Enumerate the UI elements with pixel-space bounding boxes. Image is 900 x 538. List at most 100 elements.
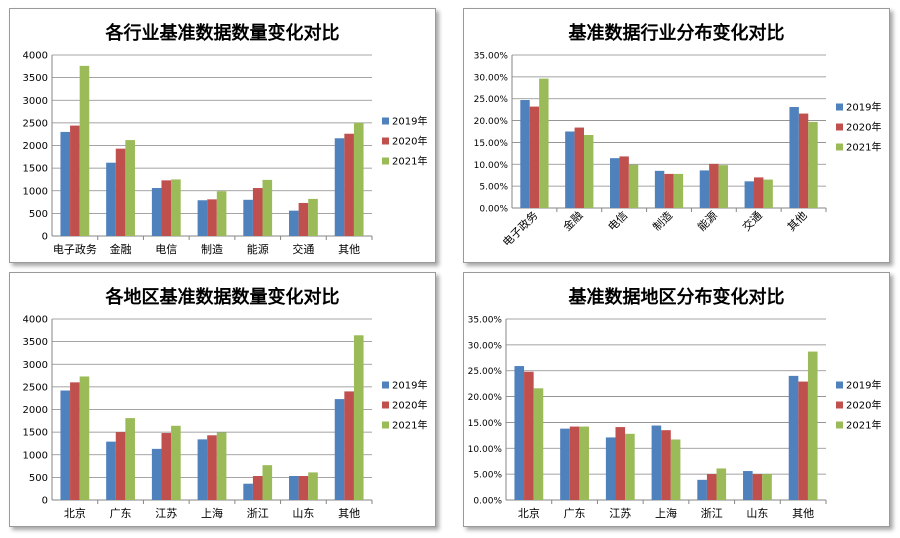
bar-2020年-山东 xyxy=(752,474,763,500)
y-tick-label: 0.00% xyxy=(479,205,508,215)
y-tick-label: 30.00% xyxy=(468,341,503,351)
bar-2020年-山东 xyxy=(298,476,309,500)
bar-2021年-电子政务 xyxy=(79,65,90,236)
x-tick-label: 上海 xyxy=(201,506,223,520)
legend-swatch xyxy=(836,381,843,389)
y-tick-label: 0.00% xyxy=(473,497,502,507)
legend-swatch xyxy=(836,421,843,429)
bar-2019年-浙江 xyxy=(697,479,707,500)
bar-2020年-电子政务 xyxy=(70,125,80,236)
y-tick-label: 2500 xyxy=(23,118,48,129)
y-tick-label: 4000 xyxy=(23,51,48,62)
x-tick-label: 浙江 xyxy=(247,507,269,520)
y-tick-label: 0 xyxy=(42,232,48,243)
bar-2019年-山东 xyxy=(289,476,299,500)
bar-2019年-能源 xyxy=(699,170,710,208)
bar-2021年-江苏 xyxy=(625,433,635,500)
bar-2020年-能源 xyxy=(252,188,263,236)
bar-2020年-交通 xyxy=(298,202,309,236)
y-tick-label: 5.00% xyxy=(479,183,508,193)
legend-swatch xyxy=(382,421,389,429)
bar-2020年-北京 xyxy=(70,382,80,500)
chart-panel-industry-count: 各行业基准数据数量变化对比 0 500 1000 1500 2000 2500 3000 35… xyxy=(9,8,436,263)
x-tick-label: 交通 xyxy=(739,208,764,233)
bar-2021年-江苏 xyxy=(171,425,181,500)
y-tick-label: 1500 xyxy=(23,164,48,175)
x-tick-label: 江苏 xyxy=(155,507,177,520)
y-tick-label: 5.00% xyxy=(473,471,502,481)
bar-chart-region-share: 0.00% 5.00% 10.00% 15.00% 20.00% 25.00% 30.00%… xyxy=(468,316,882,521)
bar-2020年-广东 xyxy=(115,432,126,500)
chart-panel-region-share: 基准数据地区分布变化对比 0.00% 5.00% 10.00% 15.00% 20.00… xyxy=(463,272,890,527)
x-tick-label: 制造 xyxy=(650,208,675,233)
y-tick-label: 10.00% xyxy=(474,161,509,171)
y-tick-label: 25.00% xyxy=(468,367,503,377)
legend-swatch xyxy=(382,401,389,409)
bar-2020年-其他 xyxy=(344,133,354,236)
x-tick-label: 电信 xyxy=(606,209,631,234)
bar-2019年-其他 xyxy=(789,107,799,208)
legend-label: 2021年 xyxy=(392,419,427,432)
bar-2021年-浙江 xyxy=(262,465,273,500)
bar-2020年-金融 xyxy=(115,148,126,236)
bar-chart-industry-count: 0 500 1000 1500 2000 2500 3000 3500 4000 电子政务 金融 电信… xyxy=(23,51,428,257)
bar-2021年-广东 xyxy=(125,418,135,500)
y-tick-label: 20.00% xyxy=(468,393,503,403)
bar-2020年-其他 xyxy=(798,381,808,500)
bar-2019年-电信 xyxy=(151,188,162,236)
y-tick-label: 2500 xyxy=(23,382,48,393)
bar-2021年-其他 xyxy=(353,335,364,500)
x-tick-label: 交通 xyxy=(292,242,314,256)
y-tick-label: 500 xyxy=(29,473,48,484)
legend-label: 2021年 xyxy=(846,141,881,154)
bar-2021年-电信 xyxy=(171,179,181,236)
bar-2021年-上海 xyxy=(216,432,227,500)
chart-title: 各行业基准数据数量变化对比 xyxy=(105,23,340,44)
bar-2019年-金融 xyxy=(565,131,575,208)
y-tick-label: 3000 xyxy=(23,96,48,107)
bar-2020年-电信 xyxy=(161,180,172,236)
bar-2019年-交通 xyxy=(744,181,755,208)
bar-2019年-能源 xyxy=(243,199,253,236)
legend-swatch xyxy=(836,143,843,151)
bar-2021年-制造 xyxy=(673,173,684,208)
x-tick-label: 江苏 xyxy=(609,507,631,520)
x-tick-label: 上海 xyxy=(655,506,677,520)
bar-2020年-广东 xyxy=(569,426,580,500)
bar-2021年-其他 xyxy=(807,351,818,500)
legend-label: 2021年 xyxy=(846,419,881,432)
bar-2019年-其他 xyxy=(334,138,345,236)
y-tick-label: 20.00% xyxy=(474,117,509,127)
y-tick-label: 3000 xyxy=(23,360,48,371)
bar-2020年-电信 xyxy=(619,156,629,208)
bar-2019年-江苏 xyxy=(605,437,616,500)
bar-2021年-交通 xyxy=(763,179,773,208)
legend-swatch xyxy=(382,157,389,165)
x-tick-label: 能源 xyxy=(247,242,269,256)
legend-swatch xyxy=(836,123,843,131)
x-tick-label: 浙江 xyxy=(701,507,723,520)
legend-swatch xyxy=(836,401,843,409)
legend-label: 2020年 xyxy=(392,399,427,412)
bar-2021年-上海 xyxy=(670,439,681,500)
y-tick-label: 1000 xyxy=(23,186,48,197)
chart-panel-region-count: 各地区基准数据数量变化对比 0 500 1000 1500 2000 2500 3000 35… xyxy=(9,272,436,527)
bar-2019年-广东 xyxy=(560,428,570,500)
y-tick-label: 3500 xyxy=(23,73,48,84)
bar-2020年-浙江 xyxy=(252,476,263,500)
bar-2019年-制造 xyxy=(654,170,665,208)
legend-swatch xyxy=(382,137,389,145)
bar-2021年-金融 xyxy=(125,140,135,236)
bar-2020年-能源 xyxy=(709,163,719,208)
legend-label: 2019年 xyxy=(846,101,881,114)
legend-label: 2020年 xyxy=(392,135,427,148)
x-tick-label: 金融 xyxy=(110,242,132,256)
bar-2019年-制造 xyxy=(197,200,208,236)
bar-2021年-能源 xyxy=(718,165,728,208)
bar-2021年-金融 xyxy=(583,134,594,208)
bar-2021年-电信 xyxy=(628,164,639,208)
y-tick-label: 500 xyxy=(29,209,48,220)
bar-2019年-交通 xyxy=(289,210,299,236)
y-tick-label: 2000 xyxy=(23,405,48,416)
legend-label: 2019年 xyxy=(392,115,427,128)
